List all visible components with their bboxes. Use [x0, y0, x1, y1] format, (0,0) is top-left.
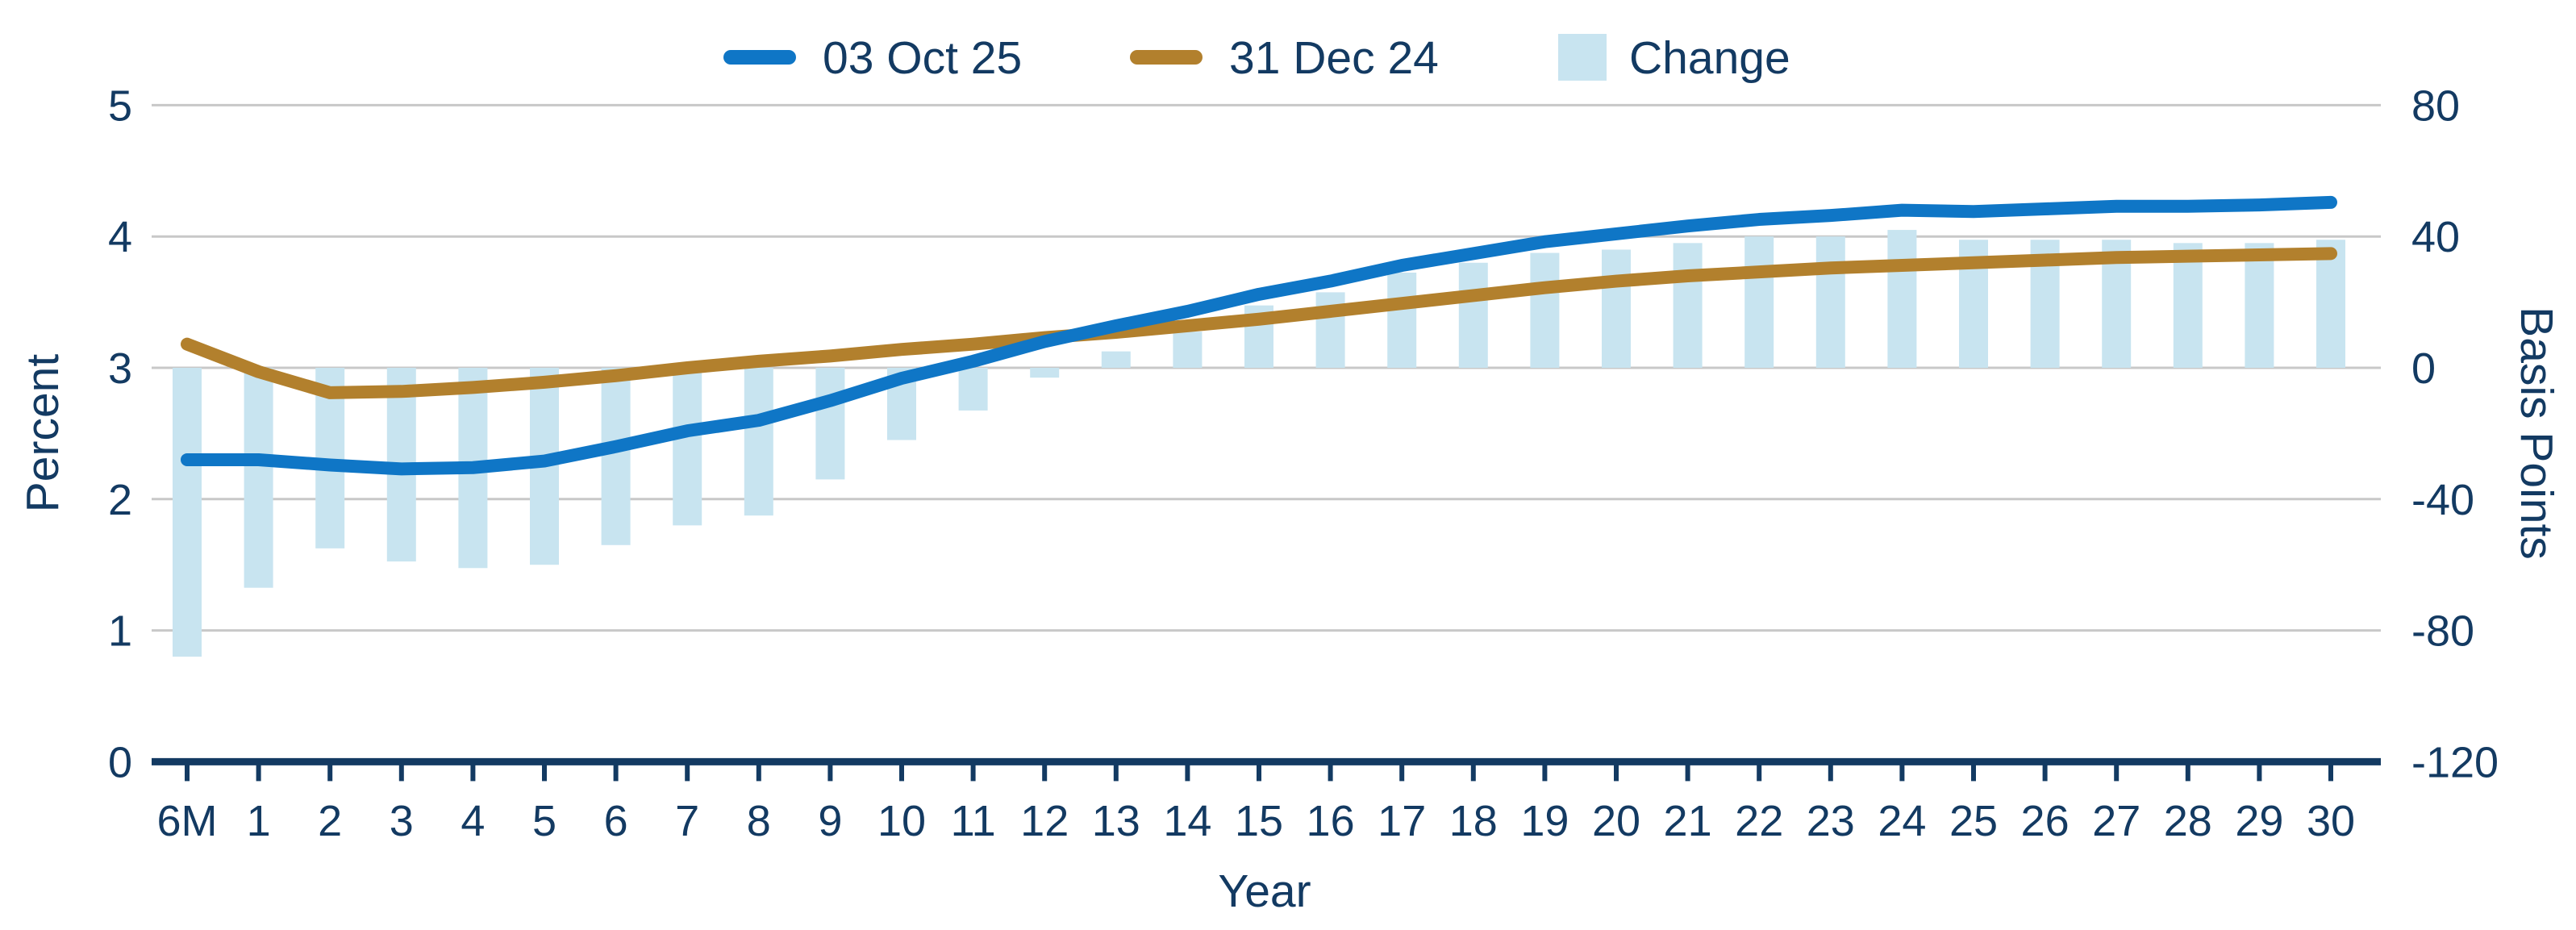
- line-series: [181, 195, 2337, 476]
- change-bar-19: [1530, 252, 1560, 368]
- x-tick-label-9: 9: [818, 797, 842, 845]
- change-bar-17: [1387, 272, 1417, 368]
- x-tick-label-14: 14: [1163, 797, 1211, 845]
- x-tick-label-12: 12: [1020, 797, 1069, 845]
- y-right-tick-labels: 80 40 0 -40 -80 -120: [2411, 81, 2499, 786]
- y-right-label-80: 80: [2411, 81, 2460, 130]
- change-bar-1: [244, 368, 273, 588]
- x-tick-label-5: 5: [532, 797, 556, 845]
- x-tick-label-2: 2: [318, 797, 342, 845]
- y-right-label-0: 0: [2411, 344, 2436, 393]
- change-bar-20: [1602, 249, 1631, 368]
- x-tick-label-27: 27: [2092, 797, 2140, 845]
- x-axis-title: Year: [1218, 865, 1311, 917]
- y-left-label-1: 1: [108, 607, 132, 656]
- x-tick-label-16: 16: [1307, 797, 1355, 845]
- change-bar-28: [2173, 243, 2203, 368]
- x-tick-label-11: 11: [951, 797, 996, 845]
- change-bar-22: [1744, 236, 1774, 368]
- x-tick-label-21: 21: [1664, 797, 1712, 845]
- change-bar-14: [1173, 332, 1203, 368]
- change-bar-6: [601, 368, 631, 545]
- change-bar-23: [1815, 236, 1845, 368]
- x-tick-label-1: 1: [247, 797, 271, 845]
- x-tick-label-8: 8: [747, 797, 771, 845]
- y-right-label--80: -80: [2411, 607, 2474, 656]
- legend-label-31-dec-24: 31 Dec 24: [1229, 32, 1439, 84]
- y-right-label-40: 40: [2411, 213, 2460, 261]
- change-bar-12: [1030, 368, 1060, 378]
- y-right-axis-title: Basis Points: [2511, 307, 2562, 560]
- x-tick-label-15: 15: [1235, 797, 1283, 845]
- x-tick-label-25: 25: [1949, 797, 1998, 845]
- change-bar-11: [958, 368, 988, 411]
- change-bar-29: [2245, 243, 2274, 368]
- y-left-label-3: 3: [108, 344, 132, 393]
- x-tick-label-6M: 6M: [156, 797, 217, 845]
- y-right-label--40: -40: [2411, 476, 2474, 524]
- change-bar-7: [673, 368, 702, 526]
- x-tick-label-19: 19: [1520, 797, 1569, 845]
- x-tick-label-28: 28: [2164, 797, 2212, 845]
- x-tick-label-29: 29: [2235, 797, 2283, 845]
- x-tick-label-3: 3: [390, 797, 414, 845]
- y-left-label-0: 0: [108, 738, 132, 786]
- y-left-label-4: 4: [108, 213, 132, 261]
- x-tick-label-6: 6: [604, 797, 628, 845]
- x-tick-label-17: 17: [1378, 797, 1426, 845]
- change-bar-16: [1315, 292, 1345, 368]
- x-tick-label-24: 24: [1878, 797, 1926, 845]
- change-bar-30: [2316, 240, 2345, 368]
- line-03-oct-25: [181, 195, 2337, 476]
- y-left-tick-labels: 5 4 3 2 1 0: [108, 81, 132, 786]
- legend-label-03-oct-25: 03 Oct 25: [823, 32, 1022, 84]
- change-bar-8: [744, 368, 773, 516]
- x-tick-labels: 6M 1 2 3 4 5 6 7 8 9 10 11 12 13 14 15 16 17 18 19 20 21 22 23 2…: [156, 797, 2355, 845]
- x-axis: [152, 757, 2381, 782]
- legend-square-swatch-change: [1558, 34, 1607, 81]
- legend: 03 Oct 25 31 Dec 24 Change: [723, 32, 1790, 84]
- change-bar-6M: [173, 368, 202, 657]
- x-tick-label-20: 20: [1592, 797, 1640, 845]
- line-31-dec-24: [181, 247, 2337, 399]
- x-tick-label-13: 13: [1092, 797, 1140, 845]
- x-tick-label-22: 22: [1735, 797, 1783, 845]
- x-tick-label-18: 18: [1449, 797, 1498, 845]
- x-tick-label-4: 4: [461, 797, 485, 845]
- x-tick-label-30: 30: [2307, 797, 2355, 845]
- y-left-label-2: 2: [108, 476, 132, 524]
- legend-label-change: Change: [1629, 32, 1790, 84]
- change-bar-9: [815, 368, 845, 480]
- x-tick-label-26: 26: [2021, 797, 2070, 845]
- change-bar-21: [1673, 243, 1703, 368]
- y-right-label--120: -120: [2411, 738, 2499, 786]
- change-bar-13: [1101, 351, 1131, 368]
- x-tick-label-10: 10: [877, 797, 926, 845]
- x-tick-label-7: 7: [675, 797, 699, 845]
- y-left-axis-title: Percent: [17, 354, 69, 513]
- x-tick-label-23: 23: [1807, 797, 1855, 845]
- change-bar-18: [1458, 262, 1488, 368]
- change-bar-24: [1887, 230, 1917, 368]
- y-left-label-5: 5: [108, 81, 132, 130]
